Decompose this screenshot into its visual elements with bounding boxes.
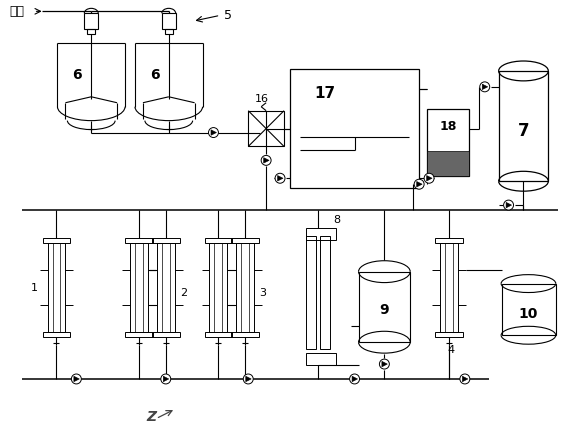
Bar xyxy=(231,332,259,337)
Bar xyxy=(42,238,71,243)
Bar xyxy=(152,238,180,243)
Text: 7: 7 xyxy=(518,122,529,140)
Circle shape xyxy=(243,374,253,384)
Circle shape xyxy=(161,374,170,384)
Bar xyxy=(48,243,65,332)
Circle shape xyxy=(414,179,424,189)
Circle shape xyxy=(460,374,470,384)
Text: Z: Z xyxy=(146,410,156,424)
Polygon shape xyxy=(74,376,79,382)
Polygon shape xyxy=(463,376,468,382)
Text: 3: 3 xyxy=(259,287,267,297)
Bar xyxy=(359,272,410,342)
Text: 6: 6 xyxy=(72,68,82,82)
Circle shape xyxy=(480,82,490,92)
Bar xyxy=(306,228,336,240)
Text: 18: 18 xyxy=(439,120,457,133)
Bar xyxy=(210,243,227,332)
Bar xyxy=(427,109,469,176)
Polygon shape xyxy=(417,181,422,187)
Polygon shape xyxy=(426,176,432,181)
Bar xyxy=(165,29,173,34)
Text: 10: 10 xyxy=(519,307,538,321)
Text: 17: 17 xyxy=(314,86,335,101)
Bar xyxy=(231,238,259,243)
Circle shape xyxy=(379,359,389,369)
Bar xyxy=(306,353,336,365)
Circle shape xyxy=(424,173,434,183)
Circle shape xyxy=(350,374,359,384)
Text: 4: 4 xyxy=(447,345,455,355)
Bar xyxy=(236,243,254,332)
Circle shape xyxy=(275,173,285,183)
Bar xyxy=(502,283,556,335)
Bar xyxy=(435,332,463,337)
Bar xyxy=(435,238,463,243)
Circle shape xyxy=(261,155,271,165)
Bar xyxy=(499,71,548,181)
Bar xyxy=(125,238,153,243)
Bar xyxy=(42,332,71,337)
Circle shape xyxy=(503,200,514,210)
Text: 2: 2 xyxy=(180,287,187,297)
Text: 16: 16 xyxy=(255,94,269,104)
Text: 9: 9 xyxy=(379,303,389,317)
Bar xyxy=(440,243,458,332)
Text: 废水: 废水 xyxy=(10,5,25,18)
Polygon shape xyxy=(246,376,251,382)
Bar xyxy=(320,236,329,349)
Bar xyxy=(157,243,174,332)
Bar xyxy=(84,14,98,29)
Bar xyxy=(87,29,95,34)
Polygon shape xyxy=(506,202,511,208)
Text: 6: 6 xyxy=(150,68,160,82)
Bar xyxy=(290,69,419,188)
Bar xyxy=(306,236,316,349)
Polygon shape xyxy=(382,361,387,367)
Polygon shape xyxy=(263,158,269,163)
Text: 8: 8 xyxy=(333,215,340,225)
Text: 1: 1 xyxy=(31,283,38,293)
Circle shape xyxy=(208,128,219,137)
Bar xyxy=(125,332,153,337)
Polygon shape xyxy=(211,130,216,135)
Bar xyxy=(427,150,469,176)
Bar xyxy=(204,238,232,243)
Bar xyxy=(248,111,284,146)
Bar xyxy=(130,243,148,332)
Polygon shape xyxy=(482,84,488,89)
Polygon shape xyxy=(352,376,358,382)
Bar xyxy=(162,14,176,29)
Bar xyxy=(204,332,232,337)
Polygon shape xyxy=(163,376,169,382)
Polygon shape xyxy=(278,176,283,181)
Text: 5: 5 xyxy=(224,9,232,22)
Circle shape xyxy=(71,374,82,384)
Bar xyxy=(152,332,180,337)
